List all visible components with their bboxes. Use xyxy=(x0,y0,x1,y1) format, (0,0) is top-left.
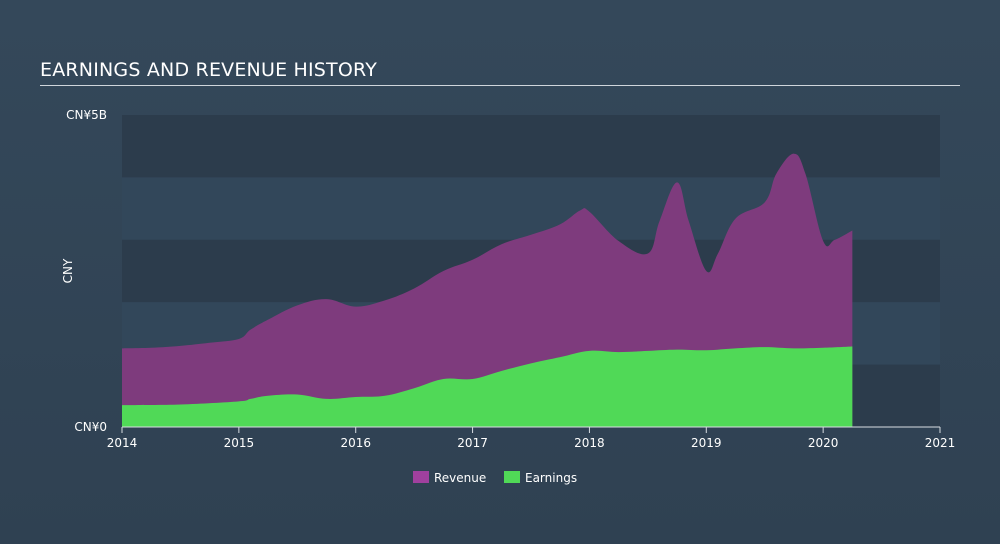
legend-label-revenue: Revenue xyxy=(434,471,486,485)
x-tick-labels: 2014 2015 2016 2017 2018 2019 2020 2021 xyxy=(107,436,956,450)
series-area-earnings xyxy=(122,346,853,427)
x-tick-label: 2018 xyxy=(574,436,605,450)
x-tick-label: 2020 xyxy=(808,436,839,450)
axes xyxy=(121,426,941,433)
x-tick-label: 2015 xyxy=(224,436,255,450)
legend-swatch-earnings xyxy=(504,471,520,483)
legend-label-earnings: Earnings xyxy=(525,471,577,485)
x-tick-label: 2019 xyxy=(691,436,722,450)
y-tick-label: CN¥0 xyxy=(74,420,107,434)
y-tick-label: CN¥5B xyxy=(66,108,107,122)
legend-swatch-revenue xyxy=(413,471,429,483)
series-areas xyxy=(122,153,853,427)
y-axis-label: CNY xyxy=(61,258,75,283)
title-underline xyxy=(40,85,960,86)
x-tick-label: 2014 xyxy=(107,436,138,450)
chart-title: EARNINGS AND REVENUE HISTORY xyxy=(40,59,378,81)
grid-band xyxy=(122,115,940,178)
legend: Revenue Earnings xyxy=(413,471,577,485)
x-tick-label: 2017 xyxy=(457,436,488,450)
y-tick-labels: CN¥5B CN¥0 xyxy=(66,108,107,434)
x-tick-label: 2016 xyxy=(340,436,371,450)
x-tick-label: 2021 xyxy=(925,436,956,450)
